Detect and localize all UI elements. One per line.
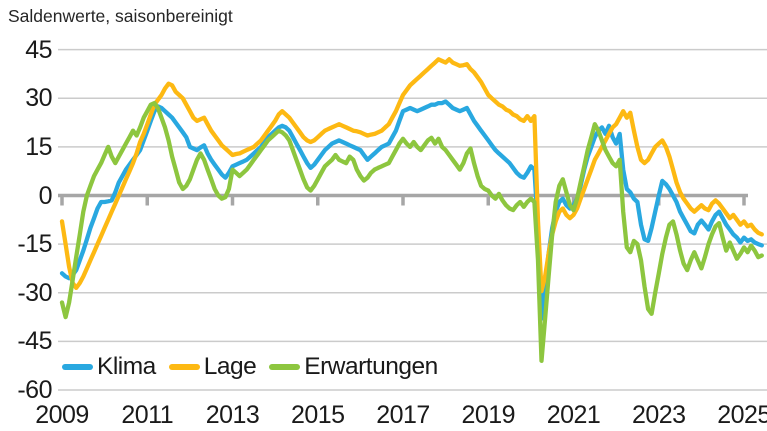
y-tick-label: -45	[17, 327, 52, 356]
legend-label-erwartungen: Erwartungen	[304, 353, 438, 380]
y-tick-label: 45	[25, 35, 52, 64]
x-tick-label: 2013	[205, 401, 260, 429]
legend-label-klima: Klima	[97, 353, 156, 380]
x-tick-label: 2025	[717, 401, 767, 429]
erwartungen-line-swatch	[269, 364, 301, 370]
legend-item-lage: Lage	[168, 353, 257, 381]
series-line-erwartungen	[59, 100, 764, 363]
lage-line-swatch	[168, 364, 200, 370]
x-tick-label: 2021	[546, 401, 601, 429]
series-line-klima	[59, 99, 764, 321]
y-tick-label: -60	[17, 376, 52, 404]
y-tick-label: 15	[25, 132, 52, 161]
y-tick-label: -30	[17, 278, 52, 307]
x-tick-label: 2009	[35, 401, 89, 429]
series-line-lage	[59, 57, 764, 294]
x-tick-label: 2015	[290, 401, 345, 429]
y-tick-label: 30	[25, 84, 52, 113]
x-tick-label: 2019	[461, 401, 516, 429]
y-tick-label: 0	[38, 181, 53, 210]
legend-label-lage: Lage	[203, 353, 257, 380]
chart-title: Saldenwerte, saisonbereinigt	[8, 6, 233, 26]
x-tick-label: 2017	[376, 401, 430, 429]
x-tick-label: 2023	[631, 401, 686, 429]
x-tick-label: 2011	[121, 401, 174, 429]
legend-item-erwartungen: Erwartungen	[269, 353, 438, 381]
legend-item-klima: Klima	[62, 353, 156, 381]
legend: Klima Lage Erwartungen	[62, 353, 438, 381]
klima-line-swatch	[62, 364, 93, 370]
y-tick-label: -15	[17, 230, 52, 259]
